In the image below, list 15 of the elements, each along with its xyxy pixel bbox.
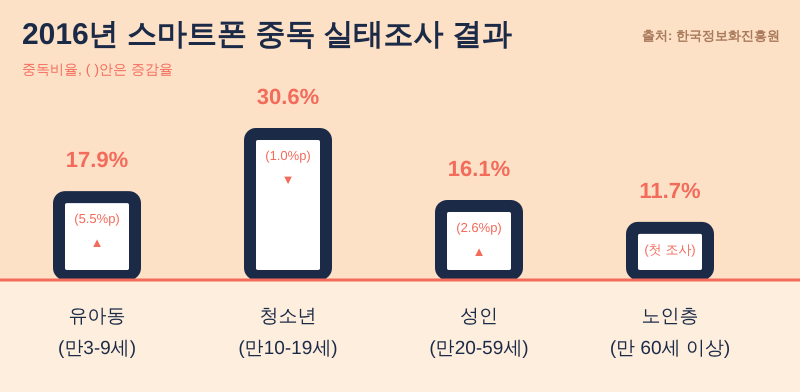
annotation: (첫 조사)	[644, 242, 696, 257]
x-tick-label: 성인 (만20-59세)	[429, 306, 529, 359]
x-tick-label: 노인층 (만 60세 이상)	[610, 306, 730, 359]
x-tick-label: 청소년 (만10-19세)	[238, 306, 338, 359]
annotation: (2.6%p) ▲	[456, 220, 502, 260]
chart-subtitle: 중독비율, ( )안은 증감율	[22, 61, 173, 77]
data-label: 30.6%	[256, 84, 320, 109]
data-label: 16.1%	[448, 156, 510, 182]
data-label: 11.7%	[639, 178, 701, 203]
annotation: (1.0%p) ▼	[265, 148, 311, 187]
data-label: 17.9%	[66, 147, 128, 172]
chart-title: 2016년 스마트폰 중독 실태조사 결과	[22, 18, 512, 51]
annotation: (5.5%p) ▲	[74, 211, 120, 250]
x-tick-label: 유아동 (만3-9세)	[58, 306, 136, 359]
source-note: 출처: 한국정보화진흥원	[642, 28, 780, 43]
